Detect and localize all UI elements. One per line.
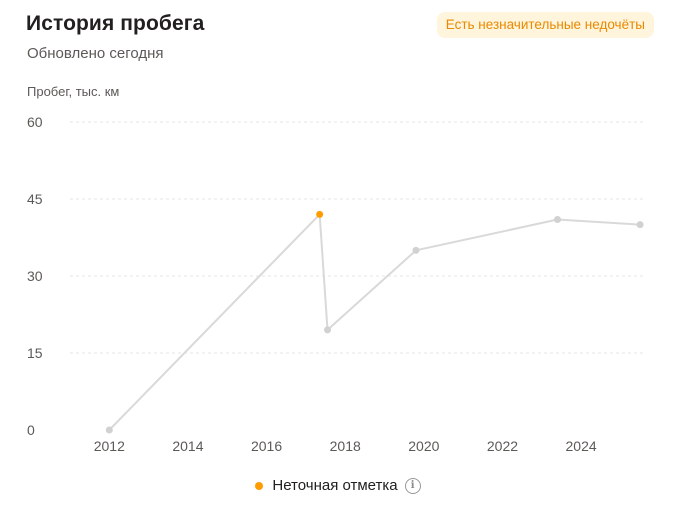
warning-badge[interactable]: Есть незначительные недочёты (436, 12, 654, 38)
info-icon[interactable]: i (404, 477, 421, 494)
data-point (412, 246, 420, 254)
x-tick-label: 2022 (487, 438, 518, 454)
x-tick-label: 2014 (172, 438, 203, 454)
x-tick-label: 2012 (94, 438, 125, 454)
data-point (554, 216, 562, 224)
updated-subtitle: Обновлено сегодня (27, 45, 164, 62)
mileage-chart: 0 15 30 45 60 2012 2014 2016 2018 2020 2022 2024 (27, 114, 644, 454)
y-axis-label: Пробег, тыс. км (27, 84, 120, 99)
y-tick-label: 0 (27, 422, 35, 438)
x-tick-label: 2020 (408, 438, 439, 454)
inaccurate-marker-swatch (255, 481, 264, 490)
y-tick-label: 30 (27, 268, 43, 284)
legend-label: Неточная отметка (272, 477, 398, 494)
data-point (324, 326, 332, 334)
data-point (636, 221, 644, 229)
y-tick-label: 45 (27, 191, 43, 207)
inaccurate-data-point (316, 210, 324, 218)
mileage-line (108, 213, 641, 431)
x-tick-label: 2016 (251, 438, 282, 454)
y-tick-label: 60 (27, 114, 43, 130)
x-tick-label: 2018 (330, 438, 361, 454)
chart-legend: Неточная отметка i (0, 477, 676, 494)
x-tick-label: 2024 (566, 438, 597, 454)
y-tick-label: 15 (27, 345, 43, 361)
page-title: История пробега (26, 12, 205, 35)
data-point (105, 426, 113, 434)
